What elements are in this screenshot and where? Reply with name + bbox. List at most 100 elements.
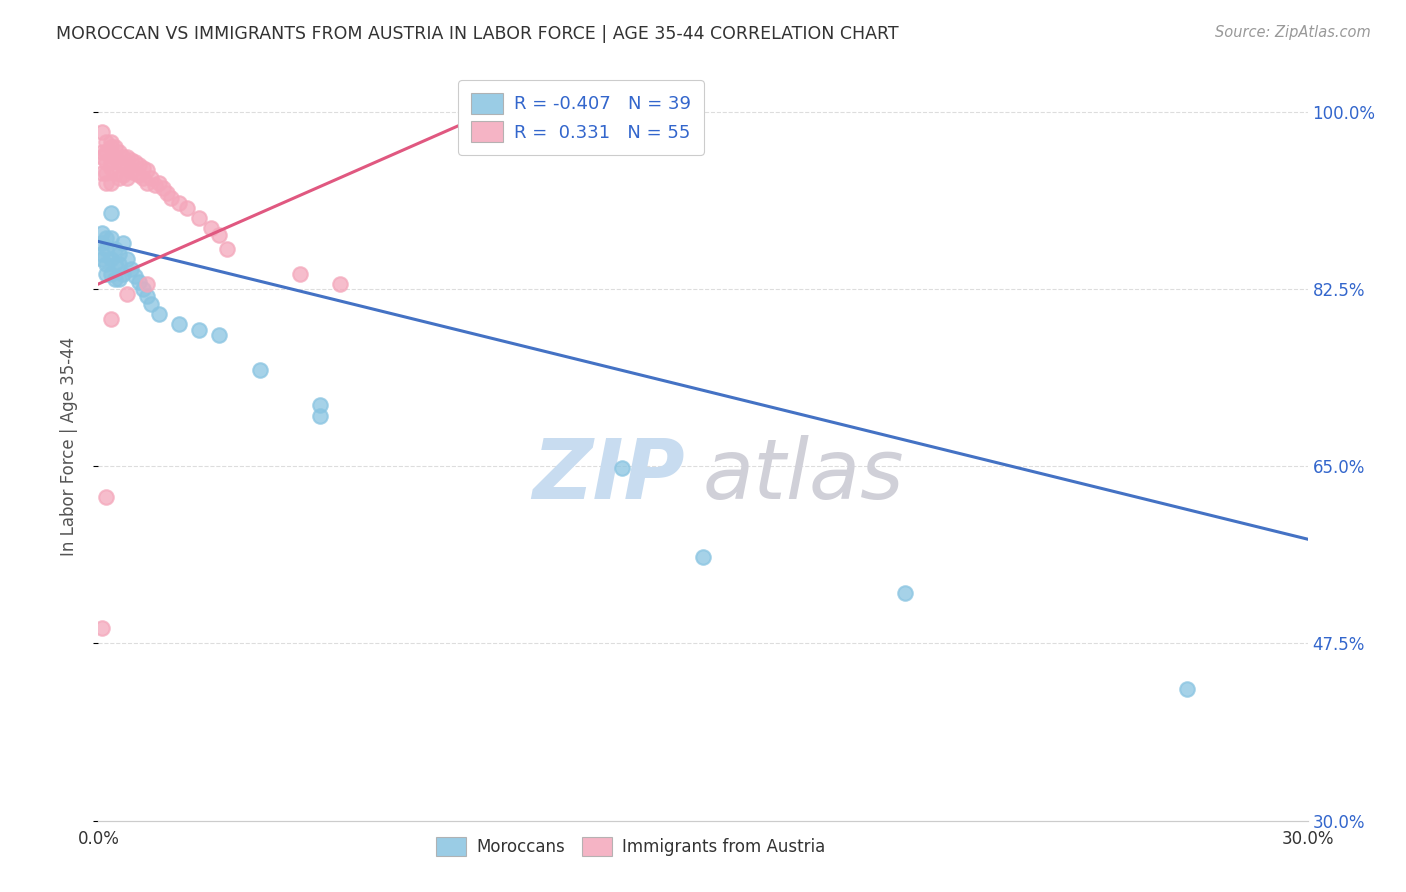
Point [692,550,714,565]
Point [128,275,150,289]
Text: Source: ZipAtlas.com: Source: ZipAtlas.com [1215,25,1371,40]
Point [100,135,122,149]
Point [100,140,122,154]
Point [96,135,118,149]
Legend: Moroccans, Immigrants from Austria: Moroccans, Immigrants from Austria [427,829,834,864]
Point [124,166,146,180]
Point [100,267,122,281]
Point [96,155,118,169]
Point [115,252,138,266]
Point [91,227,114,241]
Point [143,178,166,192]
Point [309,409,332,423]
Point [96,267,118,281]
Point [103,272,125,286]
Point [107,170,129,185]
Point [91,145,114,160]
Point [111,168,134,182]
Text: atlas: atlas [703,435,904,516]
Point [683,130,706,145]
Point [100,176,122,190]
Point [96,166,118,180]
Point [100,231,122,245]
Point [160,191,183,205]
Point [107,155,129,169]
Point [107,145,129,160]
Point [152,181,174,195]
Point [132,170,155,185]
Point [135,176,157,190]
Point [132,282,155,296]
Point [135,277,157,291]
Point [200,221,222,235]
Point [100,206,122,220]
Point [107,257,129,271]
Point [115,170,138,185]
Point [167,318,190,332]
Point [120,153,142,168]
Point [128,168,150,182]
Point [1175,681,1198,696]
Point [128,157,150,171]
Point [107,272,129,286]
Point [111,157,134,171]
Point [249,363,271,377]
Point [100,252,122,266]
Point [103,150,125,164]
Point [111,236,134,251]
Point [188,211,211,226]
Text: MOROCCAN VS IMMIGRANTS FROM AUSTRIA IN LABOR FORCE | AGE 35-44 CORRELATION CHART: MOROCCAN VS IMMIGRANTS FROM AUSTRIA IN L… [56,25,898,43]
Point [135,289,157,303]
Point [91,236,114,251]
Point [124,155,146,169]
Point [107,246,129,260]
Point [188,322,211,336]
Point [139,297,162,311]
Point [103,257,125,271]
Point [288,267,311,281]
Point [103,166,125,180]
Point [100,312,122,326]
Point [91,150,114,164]
Point [208,327,231,342]
Point [156,186,179,200]
Point [148,176,170,190]
Point [96,176,118,190]
Point [91,246,114,260]
Point [612,461,634,475]
Point [120,163,142,178]
Point [309,399,332,413]
Y-axis label: In Labor Force | Age 35-44: In Labor Force | Age 35-44 [59,336,77,556]
Point [139,170,162,185]
Point [111,267,134,281]
Point [148,307,170,321]
Point [132,161,155,175]
Point [111,150,134,164]
Point [91,621,114,635]
Point [167,196,190,211]
Point [96,231,118,245]
Point [96,145,118,160]
Point [115,157,138,171]
Point [115,150,138,164]
Point [100,161,122,175]
Text: ZIP: ZIP [533,435,685,516]
Point [100,155,122,169]
Point [96,490,118,504]
Point [91,125,114,139]
Point [91,166,114,180]
Point [208,228,231,243]
Point [893,586,915,600]
Point [96,242,118,256]
Point [91,252,114,266]
Point [217,242,239,256]
Point [120,261,142,276]
Point [176,201,198,215]
Point [135,162,157,177]
Point [124,268,146,283]
Point [103,140,125,154]
Point [103,242,125,256]
Point [115,287,138,301]
Point [96,257,118,271]
Point [329,277,352,291]
